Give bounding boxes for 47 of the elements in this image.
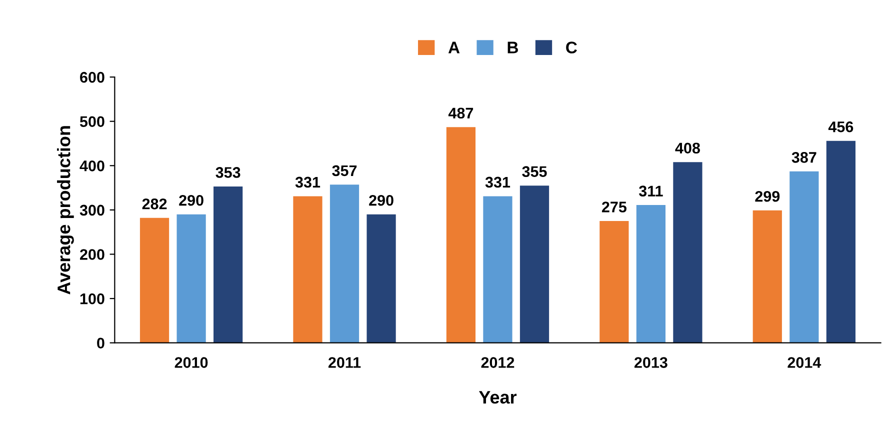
bar (790, 171, 819, 343)
data-label: 408 (675, 142, 700, 154)
y-tick-label: 500 (80, 116, 104, 128)
bar (446, 127, 476, 343)
data-label: 487 (448, 108, 474, 119)
bar (520, 186, 550, 343)
y-tick-label: 100 (80, 293, 104, 304)
bar (636, 205, 666, 343)
bar (366, 214, 396, 343)
data-label: 290 (369, 194, 394, 206)
bar (176, 214, 206, 343)
y-tick-label: 300 (80, 204, 104, 216)
bar (752, 210, 782, 343)
bar (826, 140, 856, 343)
data-label: 387 (792, 152, 816, 163)
y-tick-label: 200 (80, 249, 104, 260)
x-tick-label: 2010 (174, 357, 208, 368)
data-label: 290 (179, 194, 204, 206)
bar (214, 186, 243, 343)
bar (140, 218, 170, 343)
data-label: 355 (522, 166, 547, 178)
x-tick-label: 2013 (634, 357, 668, 368)
bar (673, 162, 702, 343)
y-axis-title: Average production (57, 126, 74, 294)
bar (483, 196, 512, 343)
data-label: 331 (485, 176, 510, 188)
bar (330, 184, 360, 343)
data-label: 299 (755, 190, 780, 202)
y-tick-label: 600 (80, 72, 104, 83)
x-axis-title: Year (478, 391, 517, 404)
legend-label: B (508, 42, 518, 54)
x-tick-label: 2014 (788, 357, 822, 368)
data-label: 331 (295, 176, 320, 188)
data-label: 357 (332, 165, 357, 176)
bar (600, 221, 629, 343)
y-tick-label: 400 (80, 160, 104, 172)
data-label: 353 (216, 167, 240, 178)
legend-label: C (566, 42, 577, 54)
x-tick-label: 2011 (328, 357, 361, 368)
data-label: 456 (828, 121, 854, 132)
y-tick-label: 0 (97, 338, 104, 349)
x-tick-label: 2012 (481, 357, 514, 368)
bar (293, 196, 322, 343)
data-label: 282 (142, 198, 167, 210)
data-label: 275 (602, 202, 626, 212)
data-label: 311 (638, 186, 663, 197)
legend-label: A (448, 42, 460, 54)
